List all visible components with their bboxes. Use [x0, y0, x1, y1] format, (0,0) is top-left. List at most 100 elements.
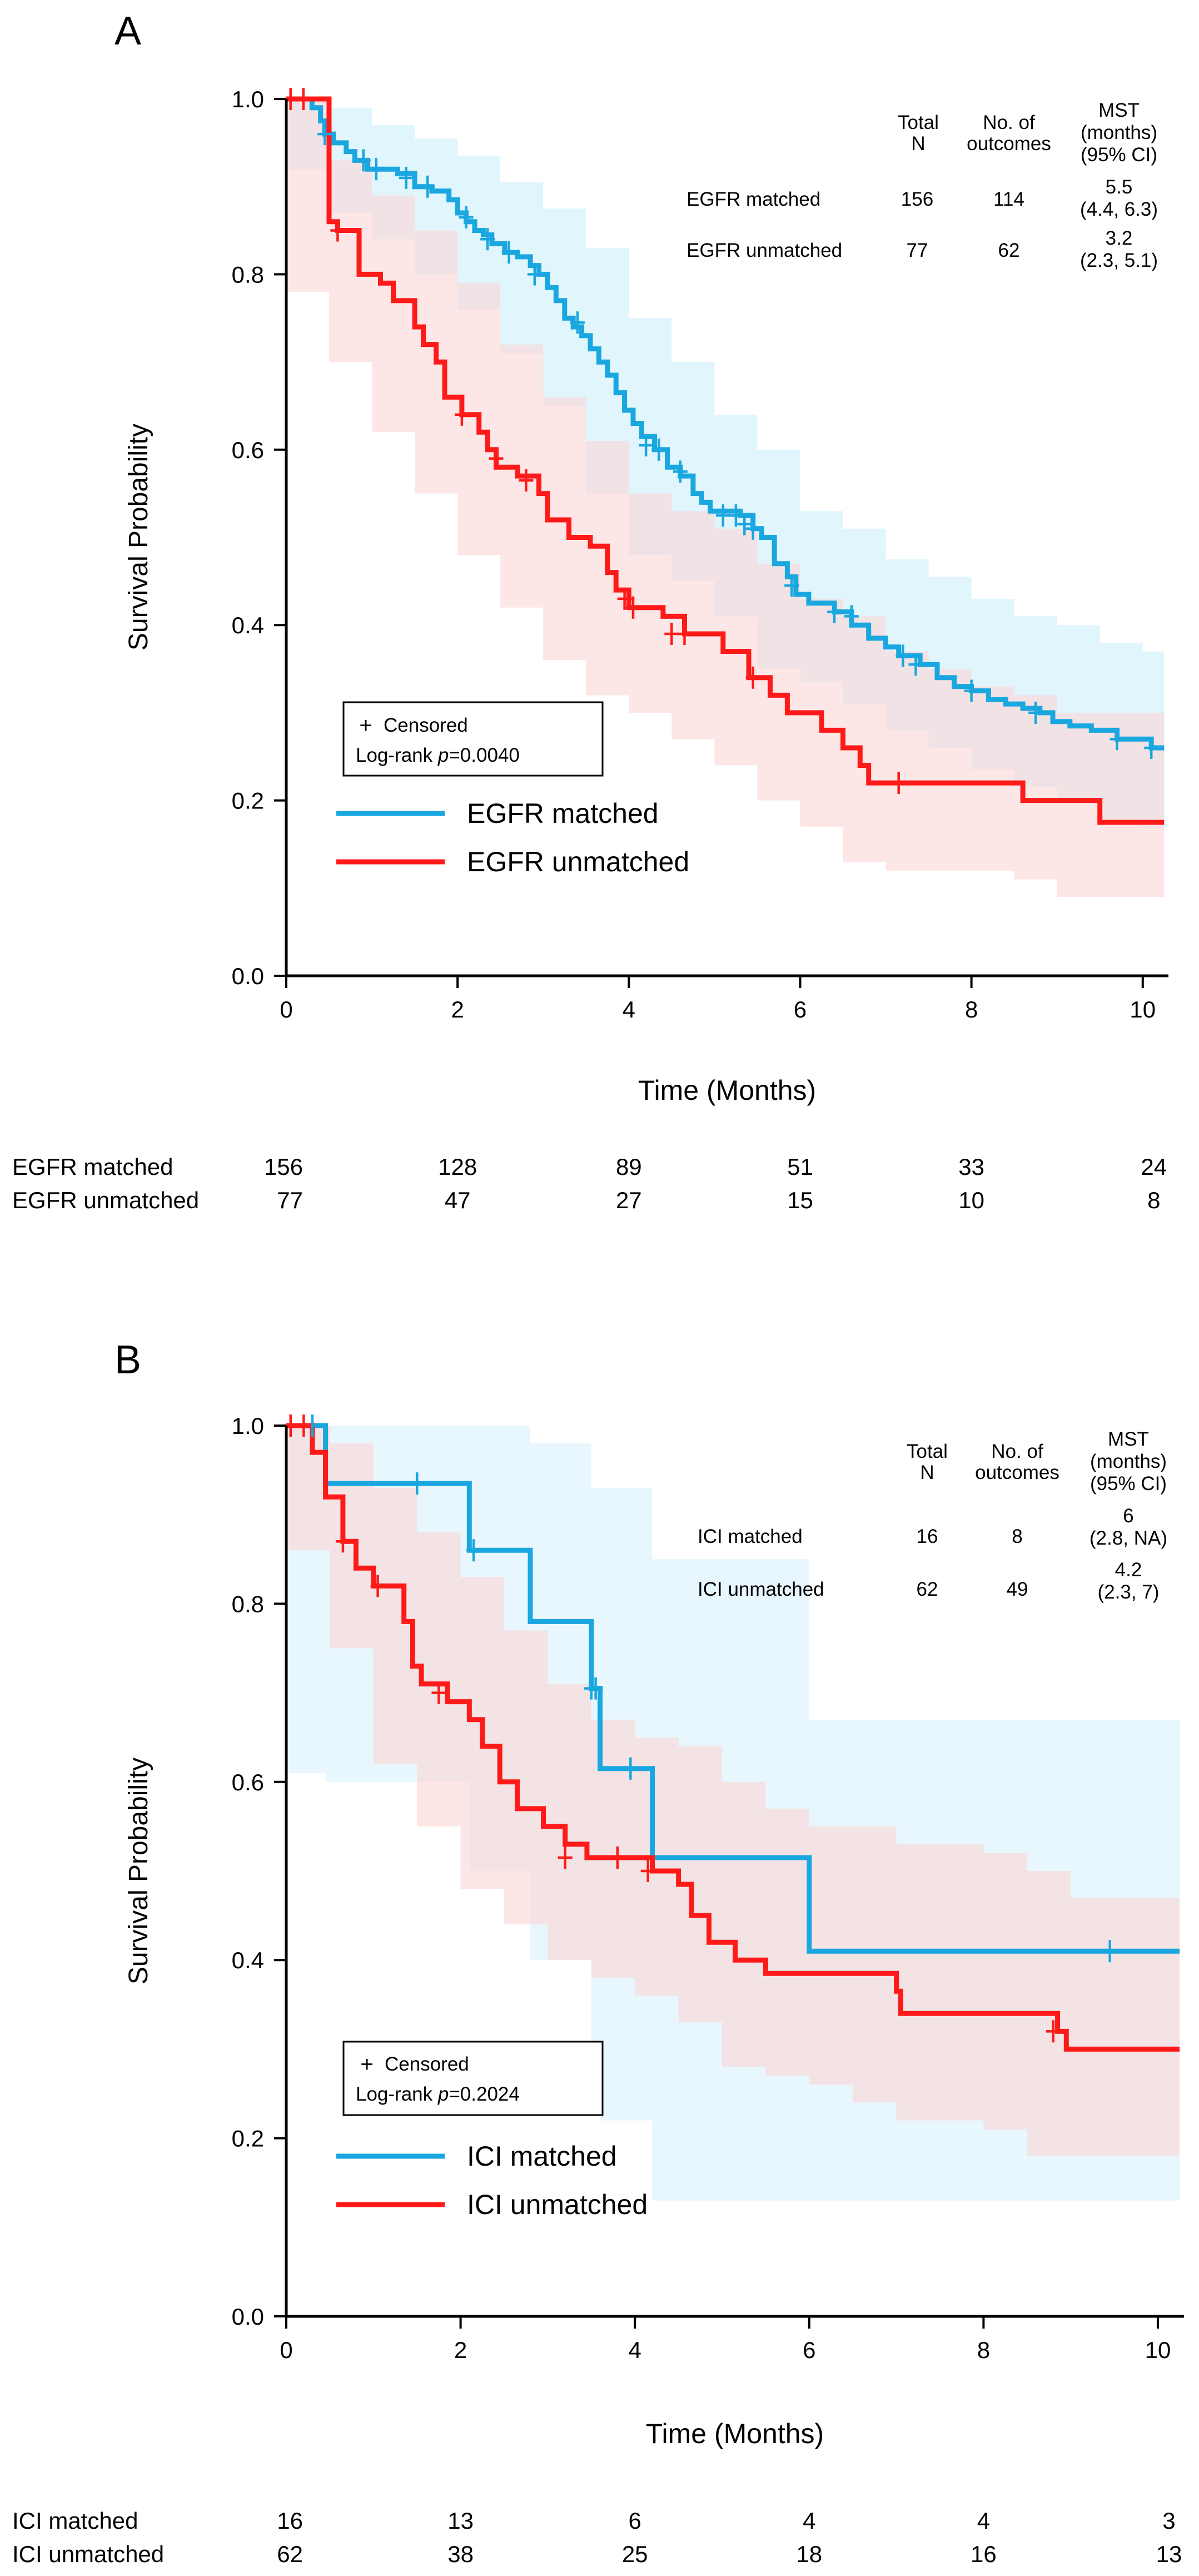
stats-row-outcomes: 62	[998, 240, 1020, 261]
logrank-prefix: Log-rank	[356, 744, 438, 766]
at-risk-value: 27	[616, 1187, 642, 1213]
stats-header-total-1: Total	[907, 1441, 948, 1462]
x-ticks: 0 2 4 6 8 10	[280, 976, 1156, 1023]
stats-header-outcomes-1: No. of	[991, 1441, 1043, 1462]
at-risk-table: ICI matched ICI unmatched 16 13 6 4 4 3 62 38 25…	[12, 2508, 1182, 2567]
censor-mark	[673, 460, 688, 483]
at-risk-row-label: EGFR unmatched	[12, 1187, 199, 1213]
stats-row-outcomes: 49	[1007, 1579, 1028, 1600]
censor-mark	[745, 517, 760, 540]
stats-row-outcomes: 8	[1012, 1526, 1022, 1547]
at-risk-value: 89	[616, 1154, 642, 1180]
censor-marks	[283, 88, 1159, 795]
at-risk-value: 62	[277, 2541, 303, 2567]
stats-header-total-2: N	[920, 1462, 934, 1483]
legend-label: ICI matched	[467, 2141, 617, 2172]
x-ticks: 0 2 4 6 8 10	[280, 2316, 1171, 2363]
stats-row-mst: 6	[1123, 1505, 1133, 1527]
censor-mark	[330, 219, 345, 242]
y-ticks: 0.0 0.2 0.4 0.6 0.8 1.0	[232, 1413, 286, 2330]
y-tick-label: 0.2	[232, 788, 264, 814]
stats-header-outcomes-2: outcomes	[975, 1462, 1059, 1483]
survival-curve	[286, 96, 1165, 825]
censor-mark	[454, 403, 469, 426]
censor-mark	[737, 513, 752, 535]
x-tick-label: 2	[454, 2337, 467, 2363]
survival-curves	[286, 96, 1165, 825]
x-tick-label: 4	[629, 2337, 641, 2363]
censor-mark	[640, 1860, 655, 1882]
censor-mark	[895, 644, 911, 667]
censor-mark	[623, 1757, 638, 1780]
y-tick-label: 0.4	[232, 1947, 264, 1973]
censor-mark	[891, 772, 906, 795]
at-risk-values: 156 128 89 51 33 24 77 47 27 15 10 8	[264, 1154, 1167, 1213]
stats-row-mst: 3.2	[1106, 227, 1133, 249]
censor-mark	[466, 1539, 481, 1562]
y-tick-label: 0.0	[232, 2304, 264, 2330]
censor-legend-box: + Censored Log-rank p=0.0040	[342, 701, 604, 777]
at-risk-value: 4	[803, 2508, 815, 2534]
confidence-bands	[286, 99, 1165, 897]
censor-mark	[410, 1472, 425, 1495]
stats-row-name: EGFR matched	[686, 188, 820, 210]
censor-mark	[677, 623, 692, 645]
x-tick-label: 10	[1145, 2337, 1171, 2363]
censor-mark	[1028, 701, 1043, 724]
censor-legend-text: Censored	[385, 2053, 469, 2075]
panel-label: B	[115, 1338, 141, 1382]
stats-row-total: 16	[917, 1526, 938, 1547]
y-tick-label: 0.6	[232, 437, 264, 463]
censor-mark	[715, 504, 730, 527]
stats-header-total-1: Total	[898, 112, 939, 133]
stats-header-mst-1: MST	[1098, 100, 1140, 121]
series-legend: EGFR matched EGFR unmatched	[336, 798, 689, 877]
censor-mark	[558, 1847, 573, 1869]
censor-legend-frame	[342, 2041, 604, 2116]
censor-mark	[335, 1530, 350, 1553]
censor-mark	[399, 166, 414, 189]
censor-mark	[296, 1414, 311, 1437]
stats-row-outcomes: 114	[993, 188, 1024, 210]
x-tick-label: 8	[977, 2337, 990, 2363]
y-ticks: 0.0 0.2 0.4 0.6 0.8 1.0	[232, 86, 286, 989]
censor-mark	[639, 434, 654, 456]
censor-mark	[728, 504, 743, 527]
at-risk-value: 13	[1156, 2541, 1182, 2567]
censor-mark	[480, 228, 495, 251]
stats-row-total: 156	[901, 188, 933, 210]
stats-row-mst-ci: (2.3, 7)	[1098, 1581, 1160, 1603]
stats-header-mst-2: (months)	[1090, 1451, 1167, 1472]
x-axis-label: Time (Months)	[638, 1075, 816, 1106]
censor-mark	[745, 666, 760, 689]
censor-symbol: +	[359, 713, 372, 738]
censor-mark	[964, 679, 979, 702]
at-risk-value: 77	[277, 1187, 303, 1213]
censor-mark	[420, 175, 435, 198]
censor-mark	[610, 1847, 625, 1869]
censor-mark	[459, 206, 474, 229]
stats-header-mst-3: (95% CI)	[1090, 1473, 1167, 1495]
confidence-bands	[286, 1426, 1180, 2201]
censor-mark	[1110, 728, 1125, 751]
censor-marks	[283, 1414, 1117, 2043]
at-risk-value: 16	[277, 2508, 303, 2534]
axes	[285, 99, 1168, 977]
at-risk-value: 24	[1141, 1154, 1167, 1180]
y-tick-label: 1.0	[232, 86, 264, 112]
stats-row-mst-ci: (2.3, 5.1)	[1080, 250, 1158, 271]
survival-curve	[286, 96, 1165, 751]
censor-mark	[1102, 1940, 1117, 1963]
at-risk-value: 4	[977, 2508, 990, 2534]
stats-row-total: 77	[907, 240, 928, 261]
x-tick-label: 10	[1130, 996, 1156, 1023]
at-risk-table: EGFR matched EGFR unmatched 156 128 89 51 33…	[12, 1154, 1167, 1213]
panel-label: A	[115, 9, 141, 53]
at-risk-value: 3	[1162, 2508, 1175, 2534]
x-tick-label: 0	[280, 2337, 292, 2363]
confidence-band	[286, 1426, 1180, 2156]
at-risk-value: 8	[1147, 1187, 1160, 1213]
stats-header-outcomes-1: No. of	[983, 112, 1035, 133]
stats-row-name: ICI matched	[698, 1526, 803, 1547]
